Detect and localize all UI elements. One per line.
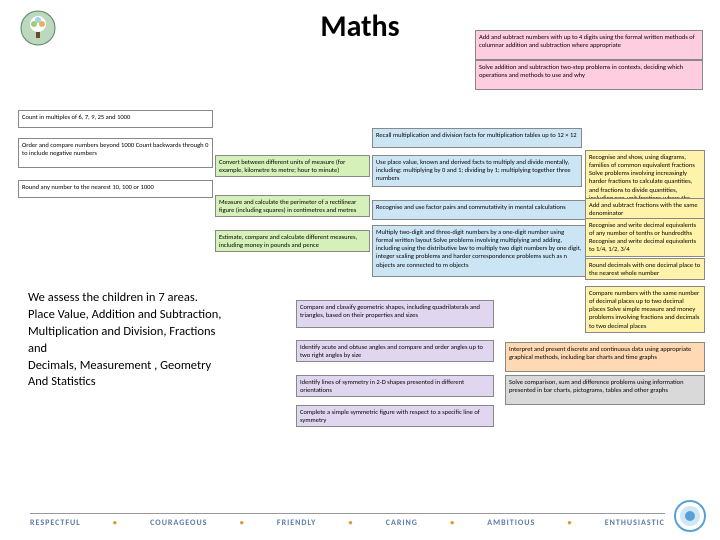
unicef-badge [674,500,706,532]
curriculum-cell: Round decimals with one decimal place to… [585,258,705,280]
curriculum-cell: Measure and calculate the perimeter of a… [215,195,370,217]
curriculum-cell: Order and compare numbers beyond 1000 Co… [18,138,213,168]
footer-values: RESPECTFUL•COURAGEOUS•FRIENDLY•CARING•AM… [30,513,665,528]
curriculum-cell: Solve addition and subtraction two-step … [475,60,703,90]
curriculum-cell: Recognise and write decimal equivalents … [585,218,705,257]
curriculum-cell: Count in multiples of 6, 7, 9, 25 and 10… [18,110,213,128]
curriculum-cell: Recognise and use factor pairs and commu… [372,200,586,220]
curriculum-cell: Solve comparison, sum and difference pro… [505,375,705,405]
curriculum-cell: Add and subtract fractions with the same… [585,198,705,220]
curriculum-cell: Estimate, compare and calculate differen… [215,230,370,252]
curriculum-cell: Use place value, known and derived facts… [372,155,582,187]
curriculum-cell: Complete a simple symmetric figure with … [296,405,494,427]
curriculum-cell: Recall multiplication and division facts… [372,128,582,148]
curriculum-cell: Add and subtract numbers with up to 4 di… [475,30,703,60]
curriculum-cell: Compare numbers with the same number of … [585,286,705,333]
curriculum-cell: Round any number to the nearest 10, 100 … [18,180,213,198]
curriculum-cell: Identify lines of symmetry in 2-D shapes… [296,375,494,397]
curriculum-cell: Interpret and present discrete and conti… [505,342,705,372]
curriculum-cell: Identify acute and obtuse angles and com… [296,340,494,362]
curriculum-cell: Compare and classify geometric shapes, i… [296,300,494,328]
assessment-text: We assess the children in 7 areas.Place … [28,290,228,391]
curriculum-cell: Multiply two-digit and three-digit numbe… [372,225,586,277]
curriculum-cell: Convert between different units of measu… [215,155,370,177]
